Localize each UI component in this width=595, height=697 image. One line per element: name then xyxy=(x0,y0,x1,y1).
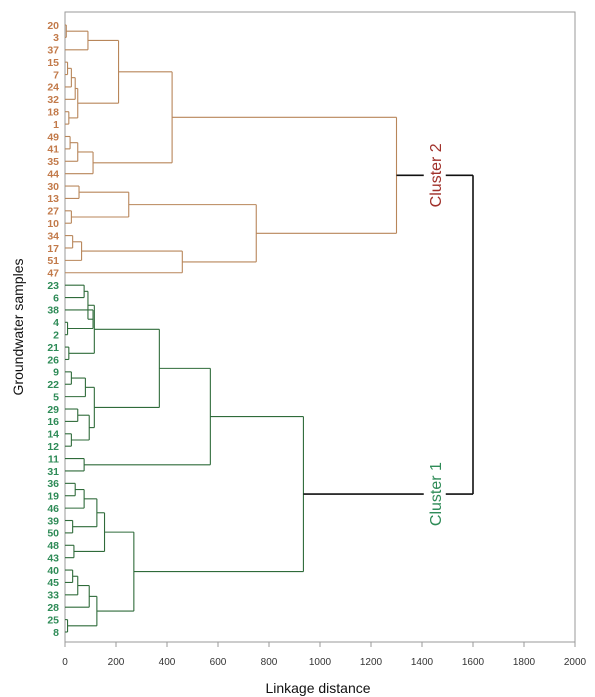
leaf-label: 33 xyxy=(47,590,59,602)
x-tick-label: 1000 xyxy=(309,657,332,668)
x-tick-label: 0 xyxy=(62,657,68,668)
leaf-label: 32 xyxy=(47,94,59,106)
cluster-1-label: Cluster 1 xyxy=(428,462,445,526)
leaf-label: 1 xyxy=(53,119,59,131)
leaf-label: 21 xyxy=(47,342,59,354)
leaf-label: 26 xyxy=(47,354,59,366)
leaf-label: 43 xyxy=(47,552,59,564)
leaf-label: 3 xyxy=(53,32,59,44)
leaf-label: 50 xyxy=(47,528,59,540)
leaf-label: 10 xyxy=(47,218,59,230)
leaf-label: 25 xyxy=(47,614,59,626)
leaf-label: 37 xyxy=(47,45,59,57)
leaf-label: 41 xyxy=(47,144,59,156)
plot-frame xyxy=(64,11,576,643)
leaf-label: 2 xyxy=(53,329,59,341)
leaf-label: 4 xyxy=(53,317,59,329)
leaf-label: 13 xyxy=(47,193,59,205)
leaf-label: 46 xyxy=(47,503,59,515)
leaf-label: 49 xyxy=(47,131,59,143)
leaf-label: 12 xyxy=(47,441,59,453)
leaf-label: 18 xyxy=(47,107,59,119)
dendrogram-branches xyxy=(65,24,474,633)
cluster-2-label: Cluster 2 xyxy=(428,143,445,207)
leaf-label: 15 xyxy=(47,57,59,69)
x-tick-label: 1800 xyxy=(513,657,536,668)
leaf-label: 38 xyxy=(47,305,59,317)
leaf-label: 6 xyxy=(53,292,59,304)
leaf-label: 40 xyxy=(47,565,59,577)
leaf-label: 23 xyxy=(47,280,59,292)
leaf-label: 35 xyxy=(47,156,59,168)
leaf-label: 30 xyxy=(47,181,59,193)
x-tick-label: 1200 xyxy=(360,657,383,668)
leaf-label: 39 xyxy=(47,515,59,527)
leaf-label: 19 xyxy=(47,491,59,503)
leaf-label: 47 xyxy=(47,268,59,280)
x-tick-label: 400 xyxy=(159,657,176,668)
leaf-label: 44 xyxy=(47,168,59,180)
x-axis-title: Linkage distance xyxy=(265,680,370,696)
x-tick-label: 800 xyxy=(261,657,278,668)
cluster-label-background xyxy=(423,139,446,212)
x-tick-label: 2000 xyxy=(564,657,587,668)
x-tick-label: 600 xyxy=(210,657,227,668)
leaf-label: 8 xyxy=(53,627,59,639)
leaf-label: 24 xyxy=(47,82,59,94)
leaf-label: 9 xyxy=(53,367,59,379)
leaf-label: 45 xyxy=(47,577,59,589)
leaf-label: 16 xyxy=(47,416,59,428)
leaf-label: 51 xyxy=(47,255,59,267)
leaf-label: 22 xyxy=(47,379,59,391)
leaf-label: 7 xyxy=(53,69,59,81)
y-axis-title: Groundwater samples xyxy=(10,259,26,396)
leaf-label: 27 xyxy=(47,206,59,218)
leaf-label: 29 xyxy=(47,404,59,416)
leaf-label: 36 xyxy=(47,478,59,490)
leaf-label: 5 xyxy=(53,391,59,403)
leaf-label: 14 xyxy=(47,429,59,441)
leaf-label: 31 xyxy=(47,466,59,478)
leaf-label: 34 xyxy=(47,230,59,242)
leaf-labels: 2033715724321814941354430132710341751472… xyxy=(47,20,59,639)
cluster-label-background xyxy=(423,458,446,531)
x-tick-label: 1400 xyxy=(411,657,434,668)
x-axis: 0 200 400 600 800 1000 1200 1400 1600 1800 2000 xyxy=(62,642,587,668)
leaf-label: 17 xyxy=(47,243,59,255)
leaf-label: 20 xyxy=(47,20,59,32)
x-tick-label: 200 xyxy=(108,657,125,668)
x-tick-label: 1600 xyxy=(462,657,485,668)
leaf-label: 28 xyxy=(47,602,59,614)
leaf-label: 11 xyxy=(48,453,59,465)
leaf-label: 48 xyxy=(47,540,59,552)
